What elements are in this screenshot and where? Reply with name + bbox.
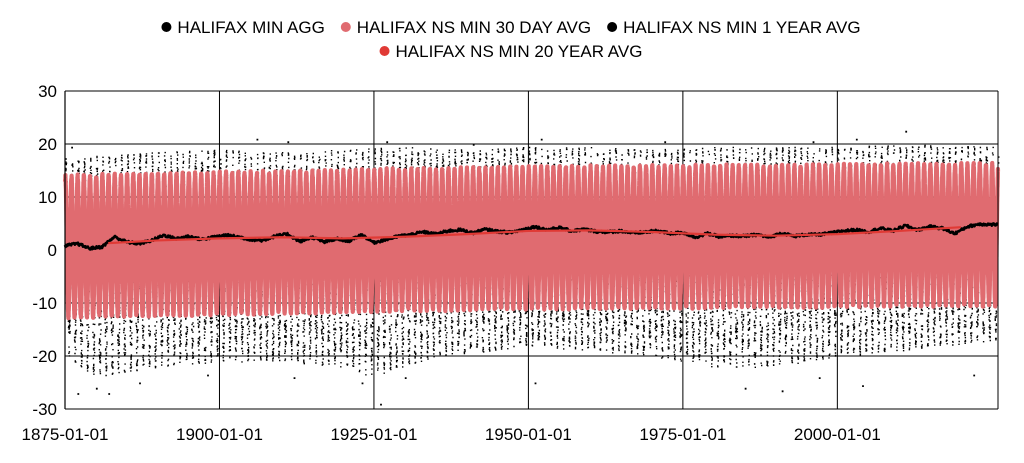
legend-marker-3 [607,22,618,32]
series-1-year-avg [63,222,999,251]
series-20-year-avg [108,226,961,245]
legend-label-1: HALIFAX MIN AGG [177,18,324,37]
y-tick-label: 30 [38,82,57,101]
x-tick-label: 1900-01-01 [176,425,263,444]
y-tick-label: 10 [38,188,57,207]
legend-label-3: HALIFAX NS MIN 1 YEAR AVG [623,18,860,37]
x-tick-label: 1950-01-01 [485,425,572,444]
y-tick-label: 0 [48,241,57,260]
axes: 30 20 10 0 -10 -20 -30 1875-01-01 1900-01-01 1925… [22,82,999,444]
y-tick-label: -10 [32,294,57,313]
y-tick-label: -30 [32,400,57,419]
legend-label-2: HALIFAX NS MIN 30 DAY AVG [357,18,591,37]
legend-marker-1 [161,22,172,32]
x-tick-label: 1925-01-01 [330,425,417,444]
legend-marker-2 [340,22,351,32]
y-tick-label: 20 [38,135,57,154]
x-tick-label: 1975-01-01 [639,425,726,444]
legend: HALIFAX MIN AGG HALIFAX NS MIN 30 DAY AVG… [161,18,861,61]
legend-marker-4 [379,46,390,56]
x-tick-label: 1875-01-01 [22,425,109,444]
x-tick-label: 2000-01-01 [794,425,881,444]
legend-label-4: HALIFAX NS MIN 20 YEAR AVG [396,42,643,61]
y-tick-label: -20 [32,347,57,366]
series-30-day-avg [62,160,1001,321]
plot-area [62,130,1001,406]
